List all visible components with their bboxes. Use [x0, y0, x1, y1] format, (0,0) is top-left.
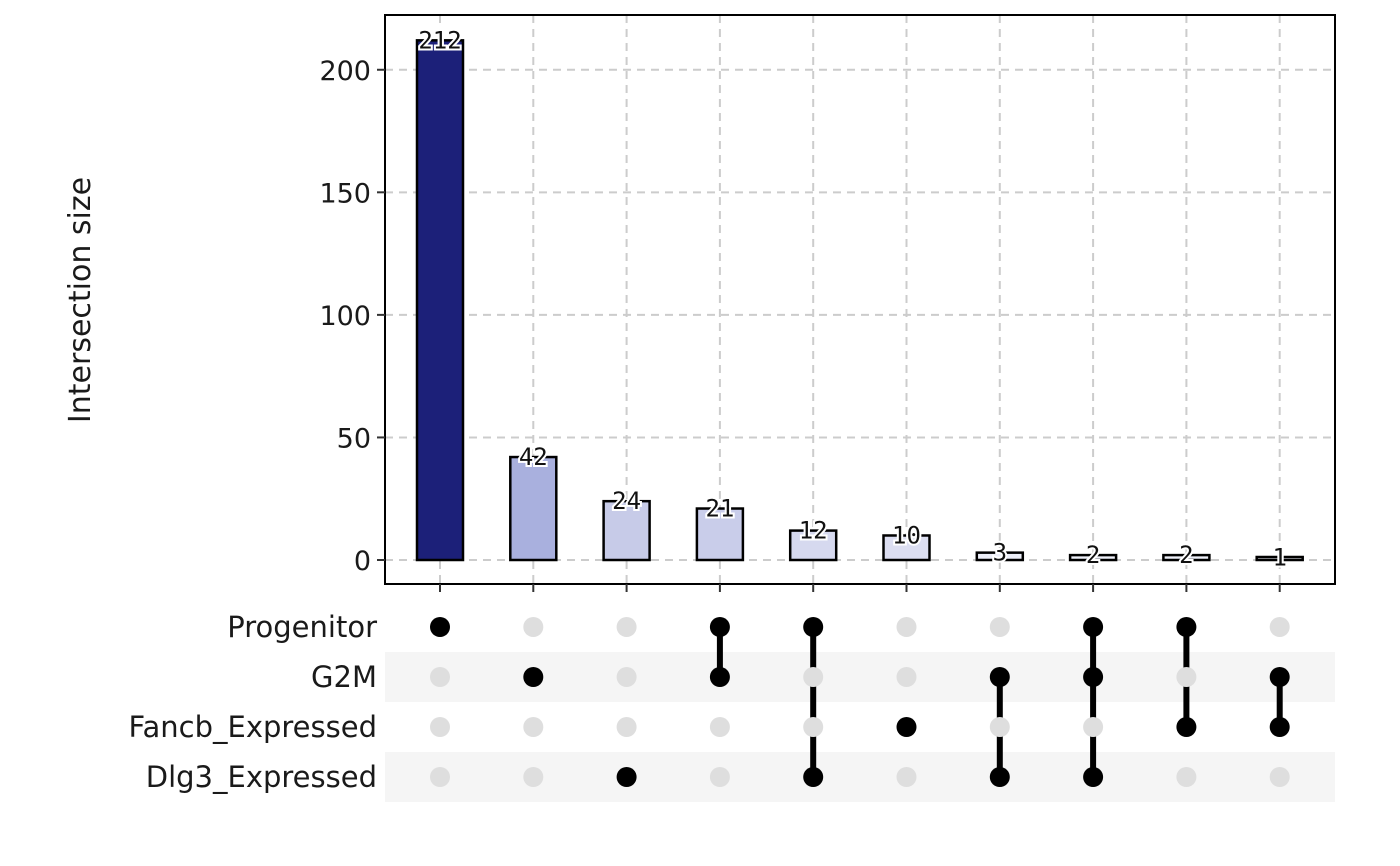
matrix-dot-inactive — [1176, 767, 1197, 787]
plot-frame — [384, 14, 1336, 585]
bar-value-label: 12 — [799, 517, 828, 545]
set-label: Dlg3_Expressed — [146, 760, 377, 794]
set-label: Fancb_Expressed — [128, 710, 377, 744]
bar — [1162, 553, 1211, 562]
y-tick-label: 200 — [319, 56, 371, 87]
matrix-dot-active — [989, 667, 1010, 687]
matrix-dot-inactive — [616, 667, 637, 687]
set-label: Progenitor — [227, 610, 377, 644]
matrix-dot-inactive — [430, 717, 450, 737]
matrix-dot-inactive — [523, 767, 544, 787]
bar — [882, 534, 931, 562]
matrix-dot-inactive — [896, 617, 917, 637]
matrix-dot-active — [1083, 767, 1104, 787]
matrix-dot-inactive — [1269, 617, 1290, 637]
matrix-dot-active — [1083, 617, 1104, 637]
matrix-dot-active — [1269, 717, 1290, 737]
matrix-dot-active — [523, 667, 544, 687]
matrix-dot-active — [989, 767, 1010, 787]
matrix-dot-active — [709, 667, 730, 687]
y-tick-label: 100 — [319, 301, 371, 332]
matrix-dot-inactive — [989, 617, 1010, 637]
y-axis-title: Intersection size — [63, 177, 98, 423]
intersection-matrix — [430, 617, 1290, 787]
bar — [415, 39, 465, 562]
matrix-dot-inactive — [430, 667, 450, 687]
matrix-dot-inactive — [1176, 667, 1197, 687]
y-tick-label: 150 — [319, 178, 371, 209]
matrix-dot-active — [896, 717, 917, 737]
bar-value-label: 21 — [705, 495, 734, 523]
matrix-dot-active — [1176, 717, 1197, 737]
matrix-dot-active — [803, 617, 824, 637]
set-labels: Progenitor G2M Fancb_Expressed Dlg3_Express… — [128, 610, 377, 794]
matrix-dot-inactive — [709, 767, 730, 787]
y-tick-label: 0 — [354, 546, 371, 577]
matrix-dot-active — [1269, 667, 1290, 687]
matrix-dot-active — [803, 767, 824, 787]
y-tick-label: 50 — [337, 423, 371, 454]
bar-value-label: 212 — [418, 26, 461, 54]
y-axis-ticks: 0 50 100 150 200 — [319, 56, 385, 577]
bars — [415, 39, 1304, 562]
matrix-dot-inactive — [1083, 717, 1104, 737]
matrix-dot-inactive — [896, 667, 917, 687]
bar — [1255, 555, 1304, 562]
matrix-dot-active — [1176, 617, 1197, 637]
bar — [695, 507, 745, 562]
matrix-dot-inactive — [523, 617, 544, 637]
bar-value-label: 10 — [892, 521, 921, 549]
matrix-dot-inactive — [803, 717, 824, 737]
matrix-dot-inactive — [523, 717, 544, 737]
bar-value-label: 3 — [993, 539, 1007, 567]
matrix-dot-inactive — [616, 617, 637, 637]
matrix-dot-active — [1083, 667, 1104, 687]
bar-value-label: 42 — [519, 443, 548, 471]
x-axis-ticks — [439, 584, 1281, 592]
matrix-dot-inactive — [709, 717, 730, 737]
matrix-dot-inactive — [803, 667, 824, 687]
matrix-dot-inactive — [616, 717, 637, 737]
bar-value-label: 2 — [1086, 541, 1100, 569]
bar — [1068, 553, 1118, 562]
bar — [975, 551, 1025, 562]
bar-value-label: 1 — [1272, 544, 1286, 572]
matrix-dot-inactive — [896, 767, 917, 787]
matrix-dot-active — [430, 617, 450, 637]
bar-value-label: 2 — [1179, 541, 1193, 569]
matrix-dot-active — [709, 617, 730, 637]
set-label: G2M — [311, 660, 377, 694]
matrix-dot-inactive — [1269, 767, 1290, 787]
bar — [509, 455, 558, 562]
bar — [602, 499, 651, 562]
bar-value-label: 24 — [612, 487, 641, 515]
matrix-dot-active — [616, 767, 637, 787]
bar — [788, 529, 838, 562]
matrix-dot-inactive — [430, 767, 450, 787]
matrix-dot-inactive — [989, 717, 1010, 737]
